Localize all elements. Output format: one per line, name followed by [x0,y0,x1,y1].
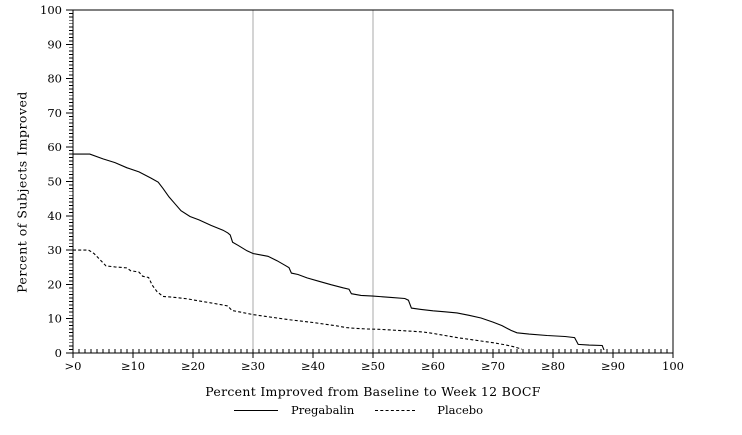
x-tick-label: ≥50 [361,359,385,373]
legend-label-placebo: Placebo [437,403,484,417]
y-tick-label: 30 [47,243,62,257]
x-tick-label: ≥60 [421,359,445,373]
x-tick-label: ≥10 [121,359,145,373]
x-tick-label: >0 [65,359,82,373]
legend: Pregabalin Placebo [234,403,483,417]
y-tick-label: 100 [40,3,62,17]
pregabalin-line [73,153,605,351]
x-tick-label: ≥70 [481,359,505,373]
solid-line-swatch-icon [234,409,278,411]
legend-item-placebo: Placebo [354,403,483,417]
x-tick-label: ≥20 [181,359,205,373]
legend-label-pregabalin: Pregabalin [291,403,355,417]
y-axis-title: Percent of Subjects Improved [14,91,30,293]
y-tick-label: 20 [47,277,62,291]
dashed-line-swatch-icon [375,409,416,411]
x-tick-label: 100 [662,359,684,373]
y-tick-label: 10 [47,312,62,326]
y-tick-label: 70 [47,106,62,120]
x-tick-label: ≥40 [301,359,325,373]
x-tick-label: ≥80 [541,359,565,373]
y-tick-label: 90 [47,37,62,51]
y-tick-label: 50 [47,175,62,189]
placebo-line [73,249,522,350]
y-tick-label: 80 [47,72,62,86]
y-tick-label: 40 [47,209,62,223]
x-tick-label: ≥30 [241,359,265,373]
y-tick-label: 0 [55,346,62,360]
legend-item-pregabalin: Pregabalin [234,403,354,417]
x-tick-label: ≥90 [601,359,625,373]
x-axis-title: Percent Improved from Baseline to Week 1… [205,384,541,399]
y-tick-label: 60 [47,140,62,154]
